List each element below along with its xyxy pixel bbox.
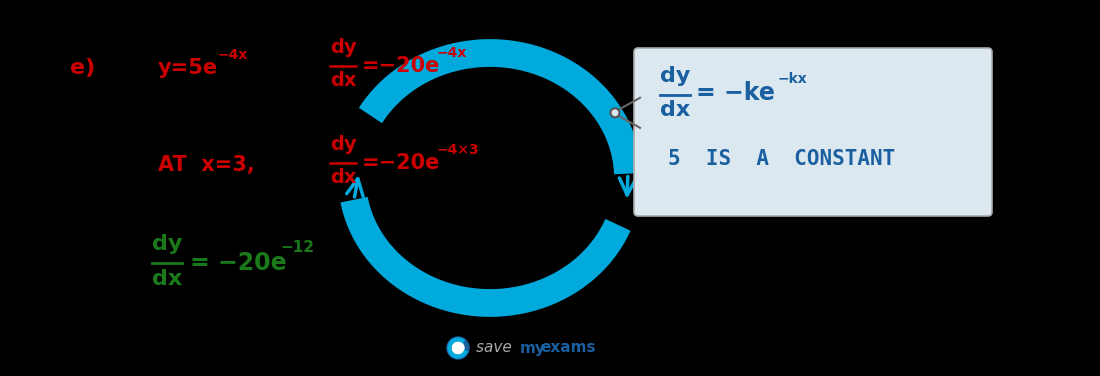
Text: AT  x=3,: AT x=3, (158, 155, 255, 175)
Circle shape (452, 342, 464, 354)
Text: dx: dx (152, 269, 183, 289)
Text: −12: −12 (280, 241, 314, 256)
Text: dy: dy (330, 135, 356, 154)
Text: dx: dx (330, 71, 356, 90)
Text: y=5e: y=5e (158, 58, 218, 78)
Text: dy: dy (330, 38, 356, 57)
Text: save: save (476, 341, 517, 355)
Circle shape (447, 337, 469, 359)
Circle shape (610, 108, 619, 117)
Text: dx: dx (330, 168, 356, 187)
FancyBboxPatch shape (634, 48, 992, 216)
Text: = −ke: = −ke (696, 81, 774, 105)
Text: −4×3: −4×3 (437, 143, 480, 157)
Text: dy: dy (660, 66, 691, 86)
Text: e): e) (70, 58, 96, 78)
Text: dx: dx (660, 100, 691, 120)
Text: exams: exams (540, 341, 595, 355)
Text: =−20e: =−20e (362, 153, 440, 173)
Text: =−20e: =−20e (362, 56, 440, 76)
Text: dy: dy (152, 234, 183, 254)
Text: −4x: −4x (437, 46, 468, 60)
Text: −kx: −kx (778, 72, 807, 86)
Text: my: my (520, 341, 546, 355)
Text: −4x: −4x (218, 48, 249, 62)
Text: = −20e: = −20e (190, 251, 287, 275)
Text: 5  IS  A  CONSTANT: 5 IS A CONSTANT (668, 149, 895, 169)
